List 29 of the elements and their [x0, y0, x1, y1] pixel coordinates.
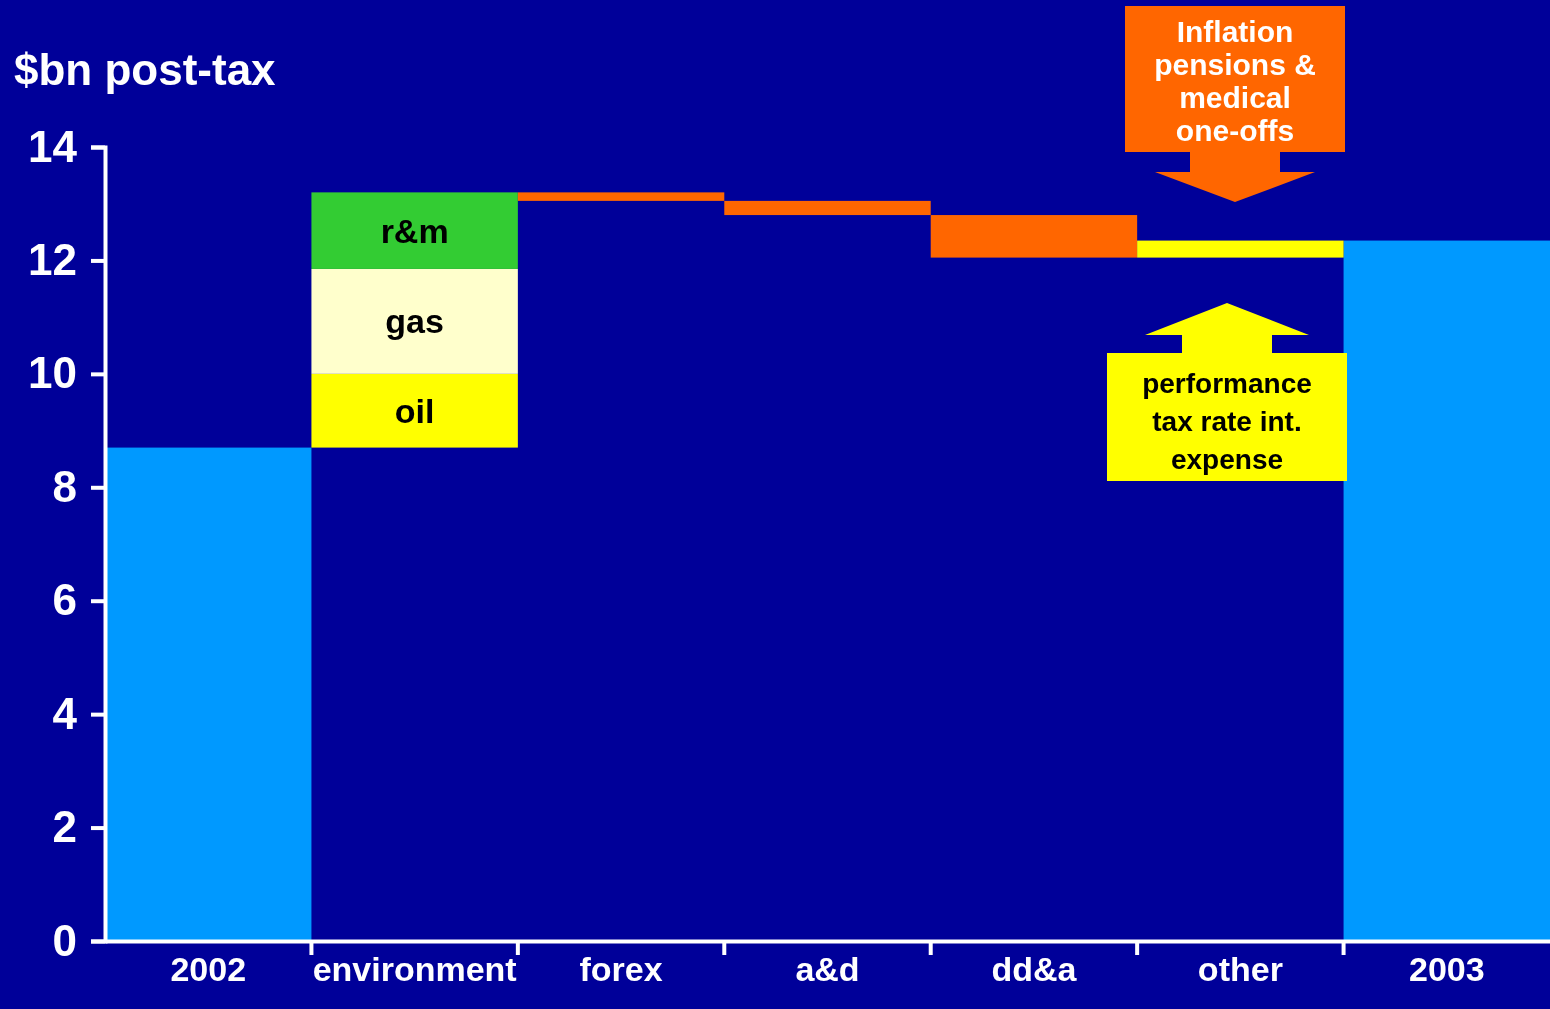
x-tick-label: other — [1197, 949, 1283, 988]
series-label: gas — [385, 302, 444, 341]
y-tick-label: 2 — [52, 802, 77, 852]
x-tick-label: 2003 — [1408, 949, 1485, 988]
bar — [930, 215, 1138, 258]
bar — [1137, 240, 1344, 258]
y-tick-label: 0 — [52, 915, 77, 965]
bar — [724, 200, 931, 216]
y-tick-label: 14 — [28, 121, 78, 171]
bar — [1343, 240, 1550, 941]
x-tick-label: forex — [579, 949, 663, 988]
bar — [517, 192, 725, 201]
series-label: oil — [394, 391, 435, 430]
y-tick-label: 4 — [52, 688, 78, 738]
series-label: r&m — [380, 211, 449, 250]
y-axis-title: $bn post-tax — [14, 45, 277, 94]
bar — [311, 192, 518, 269]
x-tick-label: a&d — [795, 949, 860, 988]
text: Inflation pensions & medical one-offs — [1154, 14, 1316, 147]
y-tick-label: 12 — [28, 235, 77, 285]
x-tick-label: 2002 — [170, 949, 247, 988]
bar — [311, 373, 518, 448]
y-tick-label: 10 — [28, 348, 77, 398]
annotation: performance tax rate int. expense — [1142, 367, 1312, 475]
bar — [311, 268, 518, 374]
x-tick-label: dd&a — [991, 949, 1078, 988]
x-tick-label: environment — [312, 949, 517, 988]
y-tick-label: 8 — [52, 461, 77, 511]
y-tick-label: 6 — [52, 575, 77, 625]
